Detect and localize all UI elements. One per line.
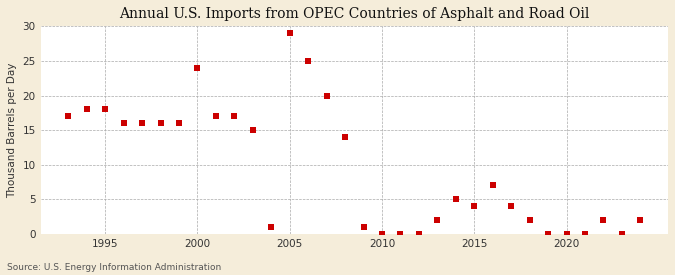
Point: [469, 204, 480, 208]
Point: [358, 225, 369, 229]
Point: [211, 114, 221, 119]
Point: [118, 121, 129, 125]
Point: [303, 59, 314, 63]
Point: [266, 225, 277, 229]
Point: [377, 232, 387, 236]
Point: [395, 232, 406, 236]
Point: [82, 107, 92, 112]
Point: [63, 114, 74, 119]
Y-axis label: Thousand Barrels per Day: Thousand Barrels per Day: [7, 62, 17, 198]
Point: [229, 114, 240, 119]
Point: [561, 232, 572, 236]
Point: [598, 218, 609, 222]
Point: [414, 232, 425, 236]
Point: [137, 121, 148, 125]
Point: [450, 197, 461, 202]
Point: [173, 121, 184, 125]
Text: Source: U.S. Energy Information Administration: Source: U.S. Energy Information Administ…: [7, 263, 221, 272]
Point: [487, 183, 498, 188]
Point: [321, 93, 332, 98]
Point: [192, 66, 203, 70]
Point: [580, 232, 591, 236]
Point: [100, 107, 111, 112]
Point: [635, 218, 646, 222]
Point: [284, 31, 295, 35]
Title: Annual U.S. Imports from OPEC Countries of Asphalt and Road Oil: Annual U.S. Imports from OPEC Countries …: [119, 7, 589, 21]
Point: [506, 204, 516, 208]
Point: [340, 135, 350, 139]
Point: [155, 121, 166, 125]
Point: [248, 128, 259, 132]
Point: [616, 232, 627, 236]
Point: [543, 232, 554, 236]
Point: [432, 218, 443, 222]
Point: [524, 218, 535, 222]
